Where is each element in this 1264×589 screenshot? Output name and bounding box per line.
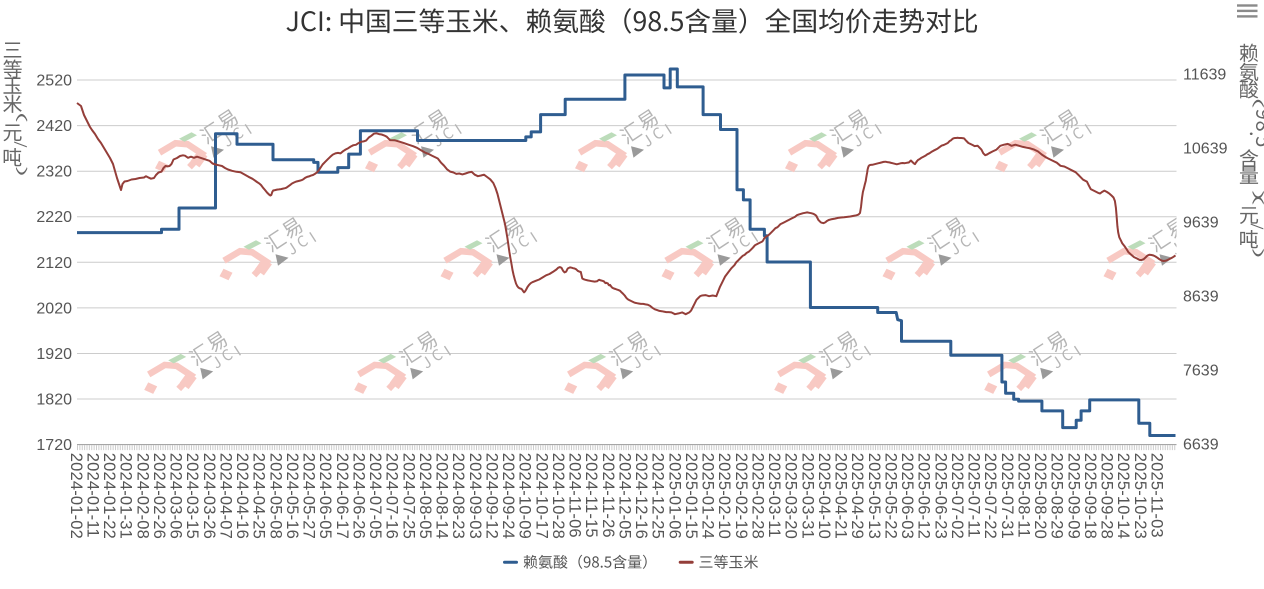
svg-text:2024-12-05: 2024-12-05	[615, 453, 633, 539]
svg-text:2025-10-14: 2025-10-14	[1114, 453, 1132, 539]
svg-text:2024-11-06: 2024-11-06	[566, 453, 584, 538]
svg-text:2024-01-31: 2024-01-31	[117, 453, 135, 539]
svg-text:2025-05-13: 2025-05-13	[865, 453, 883, 539]
svg-text:2220: 2220	[36, 209, 72, 226]
svg-text:2025-07-22: 2025-07-22	[981, 453, 999, 539]
svg-text:2025-07-31: 2025-07-31	[998, 453, 1016, 539]
svg-text:2025-07-02: 2025-07-02	[948, 453, 966, 539]
svg-text:2025-08-11: 2025-08-11	[1014, 453, 1032, 538]
svg-text:2025-03-11: 2025-03-11	[765, 453, 783, 538]
svg-text:10639: 10639	[1183, 140, 1228, 157]
svg-text:2024-01-11: 2024-01-11	[83, 453, 101, 538]
svg-text:2025-02-28: 2025-02-28	[748, 453, 766, 539]
svg-text:2320: 2320	[36, 164, 72, 181]
svg-text:8639: 8639	[1183, 288, 1219, 305]
svg-text:2024-05-08: 2024-05-08	[266, 453, 284, 539]
svg-text:2025-08-20: 2025-08-20	[1031, 453, 1049, 539]
svg-text:2025-04-21: 2025-04-21	[832, 453, 850, 539]
svg-text:2025-06-12: 2025-06-12	[915, 453, 933, 539]
svg-text:2025-10-23: 2025-10-23	[1131, 453, 1149, 539]
svg-text:2024-09-24: 2024-09-24	[499, 453, 517, 539]
svg-text:2025-09-28: 2025-09-28	[1098, 453, 1116, 539]
svg-text:2024-04-07: 2024-04-07	[216, 453, 234, 539]
svg-text:1920: 1920	[36, 346, 72, 363]
svg-text:2024-05-16: 2024-05-16	[283, 453, 301, 539]
svg-text:2025-03-20: 2025-03-20	[782, 453, 800, 539]
svg-text:2024-09-03: 2024-09-03	[466, 453, 484, 539]
svg-text:2025-06-03: 2025-06-03	[898, 453, 916, 539]
svg-text:2025-09-09: 2025-09-09	[1064, 453, 1082, 539]
svg-text:2120: 2120	[36, 255, 72, 272]
svg-text:1820: 1820	[36, 392, 72, 409]
svg-text:2025-04-10: 2025-04-10	[815, 453, 833, 539]
svg-text:2024-07-05: 2024-07-05	[366, 453, 384, 539]
svg-text:2025-03-31: 2025-03-31	[798, 453, 816, 539]
svg-text:2025-02-10: 2025-02-10	[715, 453, 733, 539]
svg-text:2024-01-02: 2024-01-02	[67, 453, 85, 539]
svg-text:2025-05-22: 2025-05-22	[881, 453, 899, 539]
svg-text:2024-07-16: 2024-07-16	[383, 453, 401, 539]
svg-text:2024-01-22: 2024-01-22	[100, 453, 118, 539]
svg-text:2025-09-18: 2025-09-18	[1081, 453, 1099, 539]
svg-text:2025-04-29: 2025-04-29	[848, 453, 866, 539]
svg-text:2024-12-16: 2024-12-16	[632, 453, 650, 539]
svg-text:2024-03-06: 2024-03-06	[167, 453, 185, 539]
svg-text:6639: 6639	[1183, 436, 1219, 453]
svg-text:2025-11-03: 2025-11-03	[1147, 453, 1165, 538]
svg-text:2024-05-27: 2024-05-27	[300, 453, 318, 539]
svg-text:2025-01-15: 2025-01-15	[682, 453, 700, 539]
svg-text:2024-02-08: 2024-02-08	[133, 453, 151, 539]
svg-text:2025-07-11: 2025-07-11	[965, 453, 983, 538]
svg-text:2025-06-23: 2025-06-23	[931, 453, 949, 539]
svg-text:11639: 11639	[1183, 66, 1226, 83]
svg-text:2024-08-23: 2024-08-23	[449, 453, 467, 539]
svg-text:2024-08-05: 2024-08-05	[416, 453, 434, 539]
svg-text:2024-11-26: 2024-11-26	[599, 453, 617, 538]
svg-text:2024-11-15: 2024-11-15	[582, 453, 600, 538]
svg-text:2024-04-16: 2024-04-16	[233, 453, 251, 539]
svg-text:2020: 2020	[36, 300, 72, 317]
svg-text:2420: 2420	[36, 118, 72, 135]
svg-text:2024-12-25: 2024-12-25	[649, 453, 667, 539]
svg-text:7639: 7639	[1183, 362, 1219, 379]
svg-text:2025-01-06: 2025-01-06	[665, 453, 683, 539]
svg-text:2024-10-09: 2024-10-09	[516, 453, 534, 539]
svg-text:2024-04-25: 2024-04-25	[250, 453, 268, 539]
svg-text:2024-09-12: 2024-09-12	[482, 453, 500, 539]
svg-text:2024-02-26: 2024-02-26	[150, 453, 168, 539]
svg-text:2024-08-14: 2024-08-14	[433, 453, 451, 539]
svg-text:2024-07-25: 2024-07-25	[399, 453, 417, 539]
svg-text:2025-08-29: 2025-08-29	[1048, 453, 1066, 539]
svg-text:2024-06-05: 2024-06-05	[316, 453, 334, 539]
svg-text:2024-06-26: 2024-06-26	[349, 453, 367, 539]
svg-text:2024-10-17: 2024-10-17	[532, 453, 550, 539]
svg-text:2025-02-19: 2025-02-19	[732, 453, 750, 539]
svg-text:2024-10-28: 2024-10-28	[549, 453, 567, 539]
svg-text:2520: 2520	[36, 73, 72, 90]
svg-text:2024-03-26: 2024-03-26	[200, 453, 218, 539]
svg-text:9639: 9639	[1183, 214, 1219, 231]
svg-text:2025-01-24: 2025-01-24	[699, 453, 717, 539]
svg-text:1720: 1720	[36, 437, 72, 454]
svg-text:2024-06-17: 2024-06-17	[333, 453, 351, 539]
svg-text:2024-03-15: 2024-03-15	[183, 453, 201, 539]
